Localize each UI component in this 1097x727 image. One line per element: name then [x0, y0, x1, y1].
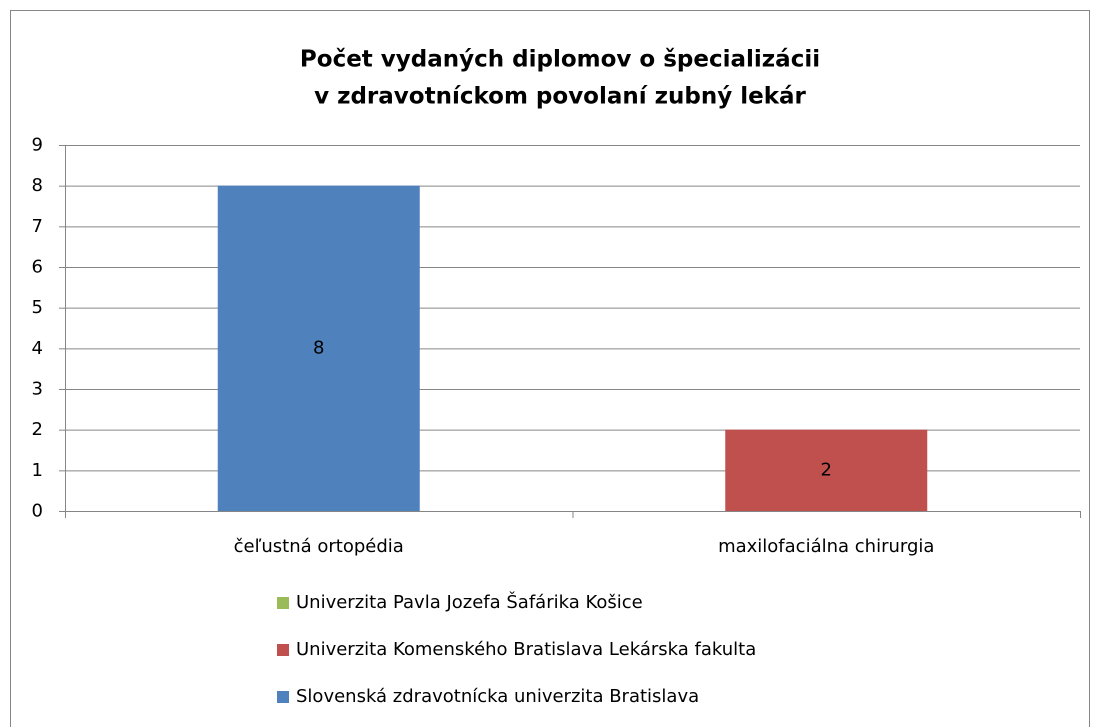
legend-swatch	[277, 691, 289, 703]
bar	[217, 185, 420, 511]
x-tick-label: čeľustná ortopédia	[234, 536, 404, 557]
chart-title: v zdravotníckom povolaní zubný lekár	[314, 84, 806, 110]
y-tick-label: 7	[32, 216, 43, 237]
y-tick-label: 0	[32, 501, 43, 522]
legend-label: Slovenská zdravotnícka univerzita Bratis…	[296, 686, 699, 707]
y-tick-label: 8	[32, 175, 43, 196]
bar	[725, 429, 928, 511]
y-tick-label: 5	[32, 297, 43, 318]
legend-swatch	[277, 644, 289, 656]
legend-label: Univerzita Pavla Jozefa Šafárika Košice	[296, 591, 643, 613]
y-tick-label: 6	[32, 257, 43, 278]
x-tick-label: maxilofaciálna chirurgia	[718, 536, 934, 557]
y-tick-label: 4	[32, 338, 43, 359]
legend-swatch	[277, 597, 289, 609]
y-tick-label: 3	[32, 379, 43, 400]
legend-label: Univerzita Komenského Bratislava Lekársk…	[296, 639, 756, 660]
chart-frame	[10, 10, 1090, 727]
y-tick-label: 2	[32, 419, 43, 440]
y-tick-label: 9	[32, 135, 43, 156]
chart-title: Počet vydaných diplomov o špecializácii	[300, 47, 820, 73]
data-label: 8	[313, 337, 324, 358]
y-tick-label: 1	[32, 460, 43, 481]
data-label: 2	[821, 459, 832, 480]
